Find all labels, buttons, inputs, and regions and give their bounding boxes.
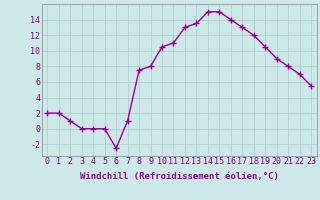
X-axis label: Windchill (Refroidissement éolien,°C): Windchill (Refroidissement éolien,°C) (80, 172, 279, 181)
